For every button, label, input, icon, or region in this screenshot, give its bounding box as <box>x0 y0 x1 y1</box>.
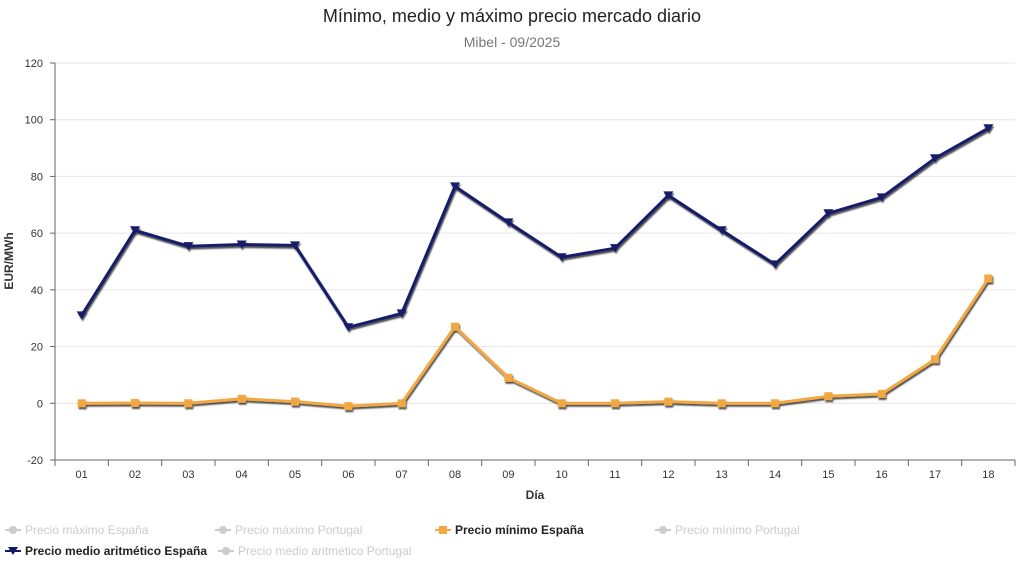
legend-symbol-icon <box>5 547 21 555</box>
x-tick-label: 07 <box>396 469 408 481</box>
data-point <box>663 191 674 200</box>
x-tick-label: 09 <box>502 469 514 481</box>
x-tick-label: 08 <box>449 469 461 481</box>
y-tick-label: 60 <box>31 228 43 240</box>
x-tick-label: 17 <box>929 469 941 481</box>
data-point <box>183 242 194 251</box>
data-point <box>237 394 246 403</box>
data-point <box>219 526 227 534</box>
x-tick-label: 01 <box>76 469 88 481</box>
legend-item[interactable]: Precio medio aritmético Portugal <box>218 544 411 558</box>
y-tick-label: -20 <box>27 455 43 467</box>
data-point <box>824 392 833 401</box>
series-2 <box>77 274 993 411</box>
data-point <box>343 323 354 332</box>
y-tick-label: 0 <box>37 398 43 410</box>
legend-label: Precio máximo España <box>25 523 149 537</box>
x-tick-label: 14 <box>769 469 781 481</box>
x-tick-label: 13 <box>716 469 728 481</box>
x-tick-label: 06 <box>342 469 354 481</box>
data-point <box>77 399 86 408</box>
legend-symbol-icon <box>655 526 671 534</box>
data-point <box>439 526 447 534</box>
x-tick-label: 11 <box>609 469 620 481</box>
legend-item[interactable]: Precio mínimo Portugal <box>655 523 800 537</box>
data-point <box>876 193 887 202</box>
series-line <box>80 126 990 329</box>
data-point <box>877 389 886 398</box>
x-tick-label: 02 <box>129 469 141 481</box>
data-point <box>610 244 620 253</box>
y-tick-label: 80 <box>31 171 43 183</box>
data-point <box>8 547 18 555</box>
y-axis-label: EUR/MWh <box>2 232 16 289</box>
x-tick-label: 10 <box>556 469 568 481</box>
data-point <box>771 399 779 408</box>
chart-title: Mínimo, medio y máximo precio mercado di… <box>322 6 702 26</box>
data-point <box>236 240 247 249</box>
legend-item[interactable]: Precio máximo España <box>5 523 148 537</box>
data-point <box>503 218 514 227</box>
data-point <box>291 397 299 406</box>
legend-label: Precio mínimo España <box>455 523 584 537</box>
x-tick-label: 12 <box>662 469 674 481</box>
data-point <box>556 253 567 262</box>
data-point <box>611 399 619 408</box>
data-point <box>396 309 407 318</box>
data-point <box>222 547 230 555</box>
series-4 <box>76 124 994 332</box>
x-tick-label: 18 <box>982 469 994 481</box>
x-tick-label: 05 <box>289 469 301 481</box>
legend-label: Precio medio aritmético España <box>25 544 208 558</box>
data-point <box>983 124 994 133</box>
legend-symbol-icon <box>435 526 451 534</box>
data-point <box>290 241 300 250</box>
x-axis-label: Día <box>526 488 545 502</box>
y-tick-label: 100 <box>25 115 43 127</box>
data-point <box>716 226 727 235</box>
y-tick-label: 40 <box>31 285 43 297</box>
data-point <box>451 322 459 331</box>
data-point <box>397 399 406 408</box>
series-line <box>81 277 990 408</box>
data-point <box>9 526 17 534</box>
data-point <box>930 154 940 163</box>
data-point <box>717 399 726 408</box>
x-tick-label: 16 <box>876 469 888 481</box>
legend-item[interactable]: Precio medio aritmético España <box>5 544 207 558</box>
data-point <box>131 399 139 408</box>
data-point <box>450 182 460 191</box>
data-point <box>823 209 834 218</box>
legend-label: Precio máximo Portugal <box>235 523 363 537</box>
legend-symbol-icon <box>215 526 231 534</box>
legend-symbol-icon <box>218 547 234 555</box>
data-point <box>664 397 673 406</box>
data-point <box>659 526 667 534</box>
legend-symbol-icon <box>5 526 21 534</box>
data-point <box>984 274 993 283</box>
y-tick-label: 120 <box>25 58 43 70</box>
legend-label: Precio medio aritmético Portugal <box>238 544 412 558</box>
data-point <box>344 402 353 411</box>
chart-subtitle: Mibel - 09/2025 <box>463 34 561 50</box>
x-tick-label: 03 <box>182 469 194 481</box>
data-point <box>504 373 513 382</box>
y-tick-label: 20 <box>31 342 43 354</box>
x-tick-label: 04 <box>236 469 248 481</box>
data-point <box>184 399 193 408</box>
x-tick-label: 15 <box>822 469 834 481</box>
legend-label: Precio mínimo Portugal <box>675 523 800 537</box>
data-point <box>931 355 939 364</box>
data-point <box>557 399 566 408</box>
legend-item[interactable]: Precio mínimo España <box>435 523 584 537</box>
data-point <box>76 311 87 320</box>
data-point <box>130 226 140 235</box>
legend-item[interactable]: Precio máximo Portugal <box>215 523 362 537</box>
data-point <box>770 260 780 269</box>
